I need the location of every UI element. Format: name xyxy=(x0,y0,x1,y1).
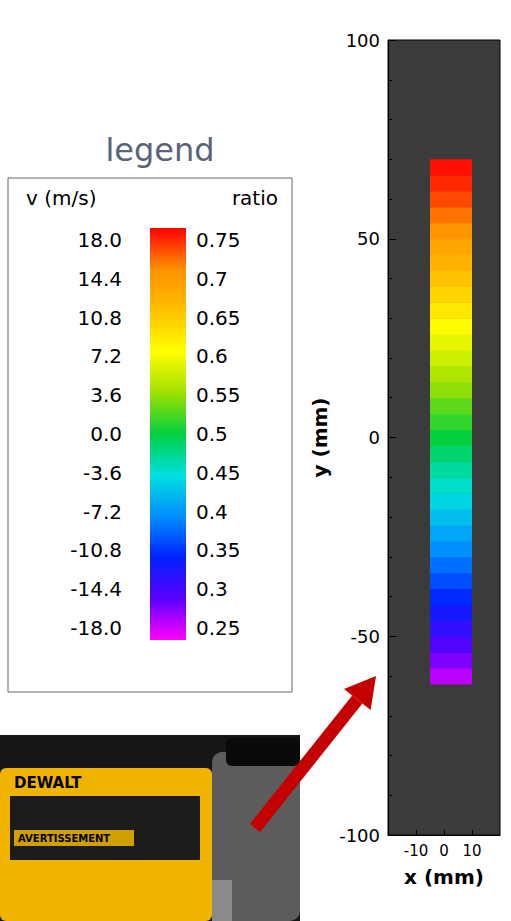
svg-text:-18.0: -18.0 xyxy=(70,616,122,640)
svg-text:-10.8: -10.8 xyxy=(70,538,122,562)
svg-text:7.2: 7.2 xyxy=(90,344,122,368)
svg-text:-14.4: -14.4 xyxy=(70,577,122,601)
svg-text:0: 0 xyxy=(369,427,380,448)
svg-text:100: 100 xyxy=(346,30,380,51)
svg-text:v (m/s): v (m/s) xyxy=(26,186,96,210)
svg-text:DEWALT: DEWALT xyxy=(14,774,82,792)
svg-text:0.0: 0.0 xyxy=(90,422,122,446)
svg-text:0.75: 0.75 xyxy=(196,228,241,252)
svg-text:14.4: 14.4 xyxy=(77,267,122,291)
svg-text:-100: -100 xyxy=(339,825,380,846)
svg-text:3.6: 3.6 xyxy=(90,383,122,407)
svg-text:0.35: 0.35 xyxy=(196,538,241,562)
svg-text:AVERTISSEMENT: AVERTISSEMENT xyxy=(18,833,110,844)
svg-text:0.65: 0.65 xyxy=(196,306,241,330)
svg-text:50: 50 xyxy=(357,228,380,249)
svg-text:10: 10 xyxy=(462,842,481,860)
svg-text:ratio: ratio xyxy=(232,186,278,210)
svg-text:y (mm): y (mm) xyxy=(308,398,332,478)
svg-text:-7.2: -7.2 xyxy=(83,500,122,524)
svg-text:10.8: 10.8 xyxy=(77,306,122,330)
svg-text:0.4: 0.4 xyxy=(196,500,228,524)
svg-text:0.7: 0.7 xyxy=(196,267,228,291)
svg-text:-10: -10 xyxy=(404,842,429,860)
svg-text:-50: -50 xyxy=(351,626,380,647)
svg-text:-3.6: -3.6 xyxy=(83,461,122,485)
svg-text:18.0: 18.0 xyxy=(77,228,122,252)
svg-text:legend: legend xyxy=(105,131,214,169)
svg-text:0.5: 0.5 xyxy=(196,422,228,446)
svg-text:0.6: 0.6 xyxy=(196,344,228,368)
svg-text:0.55: 0.55 xyxy=(196,383,241,407)
svg-text:0.45: 0.45 xyxy=(196,461,241,485)
svg-text:0.3: 0.3 xyxy=(196,577,228,601)
svg-text:0: 0 xyxy=(439,842,449,860)
svg-text:0.25: 0.25 xyxy=(196,616,241,640)
svg-text:x (mm): x (mm) xyxy=(404,865,484,889)
